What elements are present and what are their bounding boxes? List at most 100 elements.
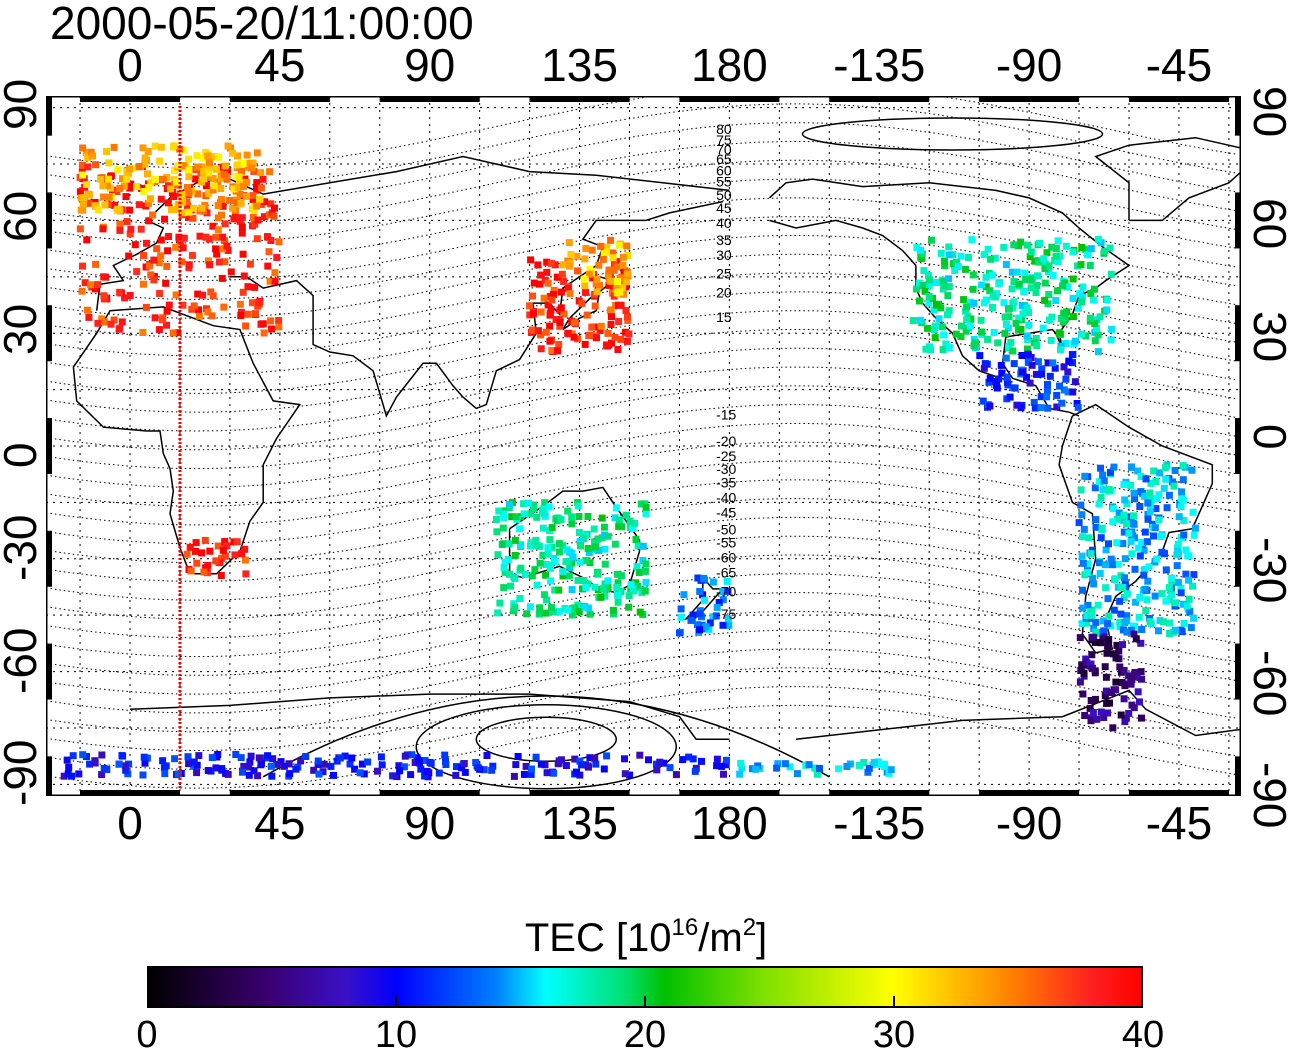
tec-point xyxy=(618,284,626,292)
tec-point xyxy=(611,540,619,548)
tec-point xyxy=(1138,675,1146,683)
tec-point xyxy=(215,153,223,161)
tec-point xyxy=(960,296,968,304)
tec-point xyxy=(932,279,940,286)
tec-point xyxy=(1160,484,1168,492)
tec-point xyxy=(1052,245,1060,252)
tec-point xyxy=(245,763,253,771)
tec-point xyxy=(221,220,229,228)
tec-point xyxy=(206,163,214,171)
tec-point xyxy=(786,763,794,771)
tec-point xyxy=(609,606,617,614)
tec-point xyxy=(221,552,229,560)
tec-point xyxy=(586,754,594,762)
tec-point xyxy=(696,610,704,618)
tec-point xyxy=(254,302,262,310)
tec-point xyxy=(537,308,545,316)
tec-point xyxy=(83,181,90,188)
tec-point xyxy=(912,285,920,293)
tec-point xyxy=(1136,698,1143,706)
tec-point xyxy=(1123,590,1131,598)
tec-point xyxy=(1024,358,1032,366)
tec-point xyxy=(189,214,197,222)
tec-point xyxy=(511,552,519,559)
tec-point xyxy=(1131,534,1138,542)
tec-point xyxy=(1009,304,1017,312)
tec-point xyxy=(1071,337,1079,345)
tec-point xyxy=(411,759,419,766)
tec-point xyxy=(351,765,359,773)
tec-point xyxy=(1135,613,1143,621)
tec-point xyxy=(925,293,933,300)
tec-point xyxy=(1096,478,1104,486)
tec-point xyxy=(188,251,196,259)
tec-point xyxy=(151,314,159,322)
tec-point xyxy=(247,752,255,760)
tec-point xyxy=(184,184,191,191)
tec-point xyxy=(546,310,554,317)
tec-point xyxy=(126,292,134,299)
tec-point xyxy=(64,770,72,778)
contour-label: -40 xyxy=(716,489,736,505)
tec-point xyxy=(612,504,620,512)
tec-point xyxy=(218,195,225,203)
tec-point xyxy=(597,322,605,330)
tec-point xyxy=(78,161,86,169)
tec-point xyxy=(1104,636,1112,644)
contour-label: 65 xyxy=(716,151,732,167)
tec-point xyxy=(510,600,518,608)
frame-tick-top xyxy=(529,96,630,102)
tec-point xyxy=(584,544,592,552)
tec-point xyxy=(550,290,557,298)
tec-point xyxy=(580,275,588,283)
tec-point xyxy=(940,257,948,265)
tec-point xyxy=(179,146,187,154)
tec-point xyxy=(1141,585,1149,593)
tec-point xyxy=(178,191,186,199)
tec-point xyxy=(1144,499,1152,507)
south-pole-contour-outer xyxy=(262,695,830,778)
tec-point xyxy=(249,192,257,200)
tec-point xyxy=(92,161,100,169)
x-tick-label-top: 45 xyxy=(254,39,306,91)
tec-point xyxy=(185,166,193,174)
tec-point xyxy=(940,277,948,285)
x-tick-label-bottom: -45 xyxy=(1145,797,1213,849)
tec-point xyxy=(569,605,576,613)
tec-point xyxy=(624,317,632,324)
tec-point xyxy=(238,214,246,222)
tec-point xyxy=(1026,276,1034,284)
tec-point xyxy=(249,159,257,167)
tec-point xyxy=(179,301,187,309)
tec-point xyxy=(725,621,733,629)
tec-point xyxy=(626,517,634,525)
tec-point xyxy=(930,326,938,334)
tec-point xyxy=(1017,325,1025,333)
tec-point xyxy=(85,313,93,321)
tec-point xyxy=(1060,363,1068,371)
tec-point xyxy=(170,142,178,150)
tec-point xyxy=(530,501,538,509)
tec-point xyxy=(1161,464,1169,472)
tec-point xyxy=(230,215,238,223)
magnetic-contour xyxy=(46,610,1239,695)
tec-point xyxy=(958,322,965,330)
tec-point xyxy=(1190,571,1198,579)
tec-point xyxy=(530,279,538,287)
tec-point xyxy=(261,198,269,206)
frame-tick-right xyxy=(1235,643,1241,700)
tec-point xyxy=(1136,594,1144,601)
tec-point xyxy=(483,752,491,759)
tec-point xyxy=(140,188,148,195)
tec-point xyxy=(157,252,165,260)
tec-point xyxy=(980,251,988,259)
tec-point xyxy=(155,259,163,267)
tec-point xyxy=(110,316,118,324)
tec-point xyxy=(185,208,193,216)
tec-point xyxy=(642,578,650,586)
tec-point xyxy=(1128,550,1136,558)
x-tick-label-bottom: 180 xyxy=(691,797,768,849)
tec-point xyxy=(625,330,633,338)
tec-point xyxy=(149,211,157,219)
tec-point xyxy=(624,313,631,321)
